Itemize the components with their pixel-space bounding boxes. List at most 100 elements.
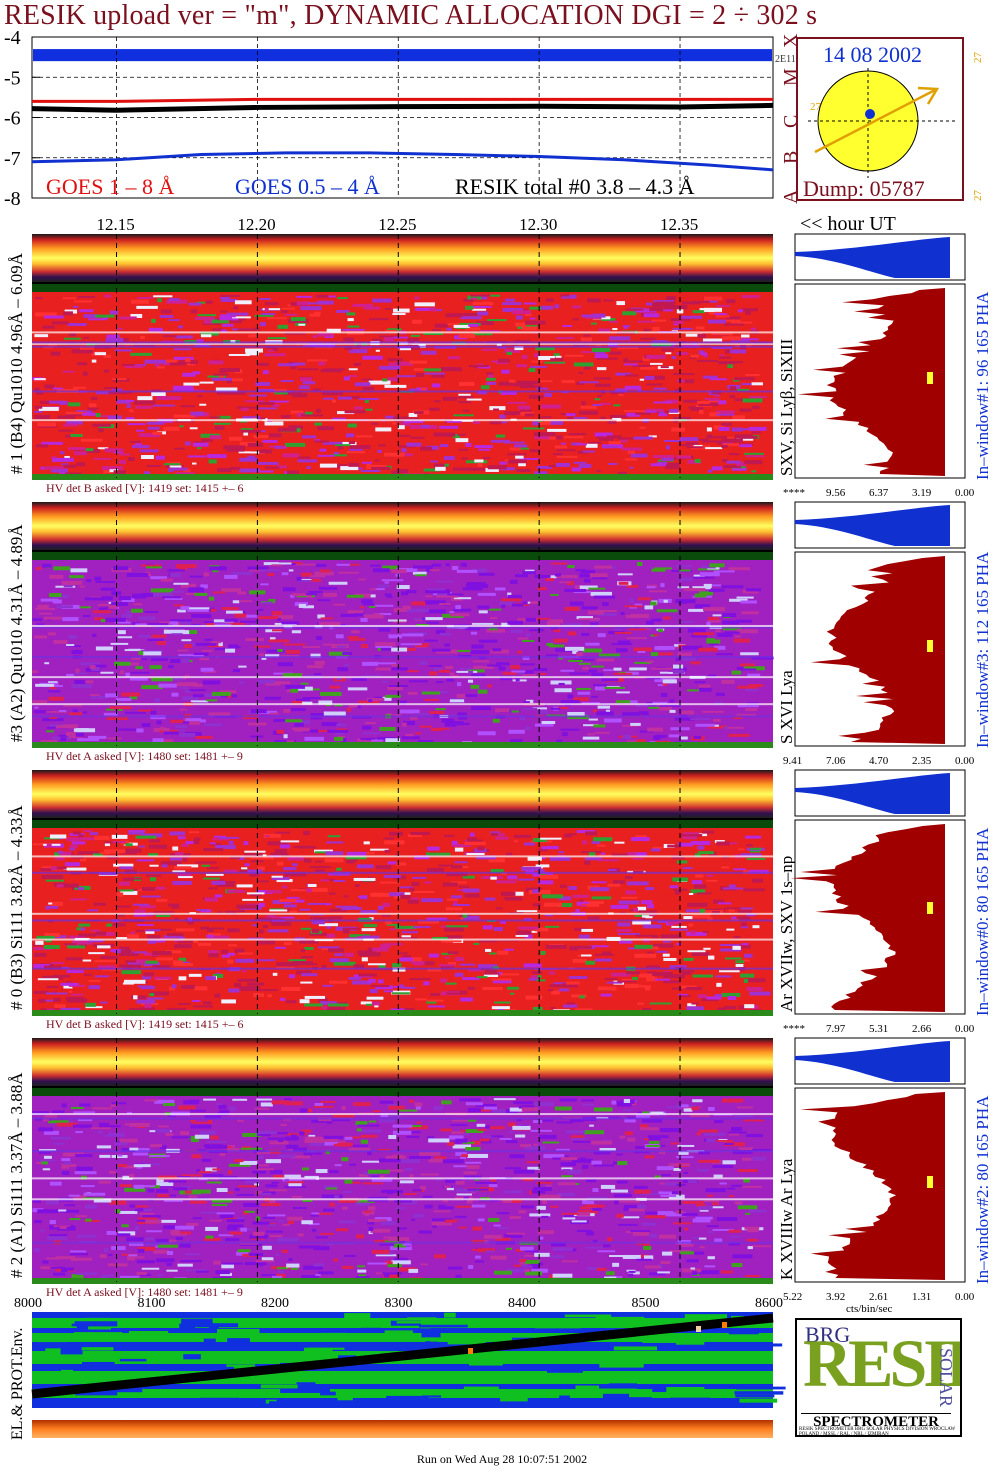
spectro-streak: [181, 984, 196, 989]
spectro-streak: [447, 1141, 455, 1146]
spectro-streak: [371, 422, 378, 425]
spectro-streak: [487, 319, 507, 322]
spectro-streak: [507, 875, 518, 880]
spectro-streak: [576, 616, 594, 620]
spectro-streak: [568, 886, 577, 891]
spectro-streak: [719, 356, 732, 359]
spectro-streak: [514, 346, 524, 351]
spectro-streak: [384, 337, 395, 342]
spectro-streak: [537, 1230, 555, 1235]
spectro-streak: [524, 1254, 543, 1257]
spectro-streak: [206, 1181, 222, 1184]
spectro-streak: [249, 1234, 268, 1239]
spectro-streak: [468, 968, 483, 972]
spectro-streak: [691, 1002, 699, 1005]
spectro-streak: [61, 1171, 70, 1176]
spectro-streak: [453, 414, 474, 417]
spectro-streak: [721, 422, 732, 426]
spectro-streak: [439, 444, 449, 448]
spectro-streak: [193, 652, 209, 656]
spectro-streak: [726, 299, 736, 304]
spectrum-window-label: In–window#3: 112 165 PHA: [973, 551, 992, 748]
spectro-streak: [395, 862, 407, 866]
env-texture: [181, 1346, 221, 1349]
spectro-streak: [375, 613, 392, 616]
spectro-streak: [483, 974, 499, 978]
spectro-streak: [69, 1218, 81, 1221]
spectro-streak: [264, 835, 270, 838]
spectro-streak: [490, 832, 499, 836]
spectro-streak: [663, 957, 677, 961]
spectro-streak: [413, 926, 431, 929]
spectro-streak: [366, 996, 384, 1000]
spectro-streak: [731, 427, 744, 432]
spectro-streak: [592, 404, 603, 407]
spectro-streak: [70, 433, 83, 437]
spectro-streak: [539, 673, 547, 676]
spectro-streak: [424, 600, 446, 605]
spectro-streak: [234, 1187, 240, 1191]
spectro-streak: [167, 1007, 186, 1012]
spectro-streak: [214, 894, 223, 898]
spectro-streak: [361, 461, 372, 464]
spectro-streak: [697, 1168, 709, 1172]
spectro-streak: [132, 593, 146, 598]
spectro-streak: [467, 1188, 489, 1191]
spectro-streak: [76, 606, 91, 609]
spectro-streak: [301, 414, 324, 417]
spectro-streak: [626, 881, 649, 886]
spectro-streak: [594, 398, 601, 401]
spectro-line-feature: [32, 345, 773, 348]
spectro-streak: [326, 1120, 333, 1124]
spectro-streak: [262, 1245, 272, 1250]
spectro-streak: [517, 637, 529, 640]
logo-letters: RESIK: [803, 1325, 960, 1401]
env-texture: [344, 1313, 371, 1319]
spectro-streak: [244, 863, 250, 867]
spectro-streak: [173, 414, 195, 418]
spectro-streak: [599, 436, 614, 441]
spectro-streak: [699, 591, 714, 596]
spectro-streak: [293, 727, 310, 732]
spectro-streak: [465, 305, 474, 310]
spectro-streak: [218, 1234, 234, 1237]
spectro-streak: [582, 666, 590, 670]
spectro-streak: [472, 665, 494, 669]
spectro-streak: [85, 680, 94, 684]
spectro-streak: [44, 999, 59, 1002]
spectro-streak: [529, 394, 544, 399]
spectro-streak: [70, 568, 88, 573]
spectro-streak: [323, 1185, 338, 1190]
spectro-streak: [650, 1111, 664, 1114]
env-texture: [75, 1390, 118, 1396]
spectro-streak: [687, 459, 701, 464]
spectro-streak: [301, 1129, 312, 1133]
spectro-streak: [505, 1247, 513, 1250]
spectro-streak: [433, 667, 443, 671]
spectro-streak: [266, 649, 285, 653]
spectro-streak: [348, 375, 357, 378]
spectro-streak: [625, 671, 639, 675]
spectro-top-band: [32, 502, 773, 550]
spectro-streak: [302, 729, 319, 733]
spectro-streak: [715, 629, 721, 633]
spectro-streak: [594, 354, 608, 359]
spectro-streak: [560, 1155, 569, 1158]
spectro-streak: [391, 663, 399, 667]
spectro-streak: [144, 1242, 164, 1246]
spectro-streak: [143, 962, 160, 967]
spectro-streak: [261, 1257, 274, 1262]
spectro-streak: [548, 619, 564, 624]
spectro-streak: [690, 661, 701, 665]
spectro-streak: [292, 961, 313, 966]
spectro-streak: [322, 441, 345, 445]
spectro-streak: [211, 320, 229, 324]
spectro-streak: [464, 627, 480, 631]
spectro-streak: [308, 1223, 320, 1226]
spectro-streak: [386, 923, 400, 926]
spectro-streak: [554, 1106, 572, 1111]
spectro-streak: [724, 1142, 745, 1147]
spectro-streak: [521, 1263, 538, 1268]
spectro-streak: [177, 649, 189, 652]
spectro-streak: [680, 657, 697, 661]
